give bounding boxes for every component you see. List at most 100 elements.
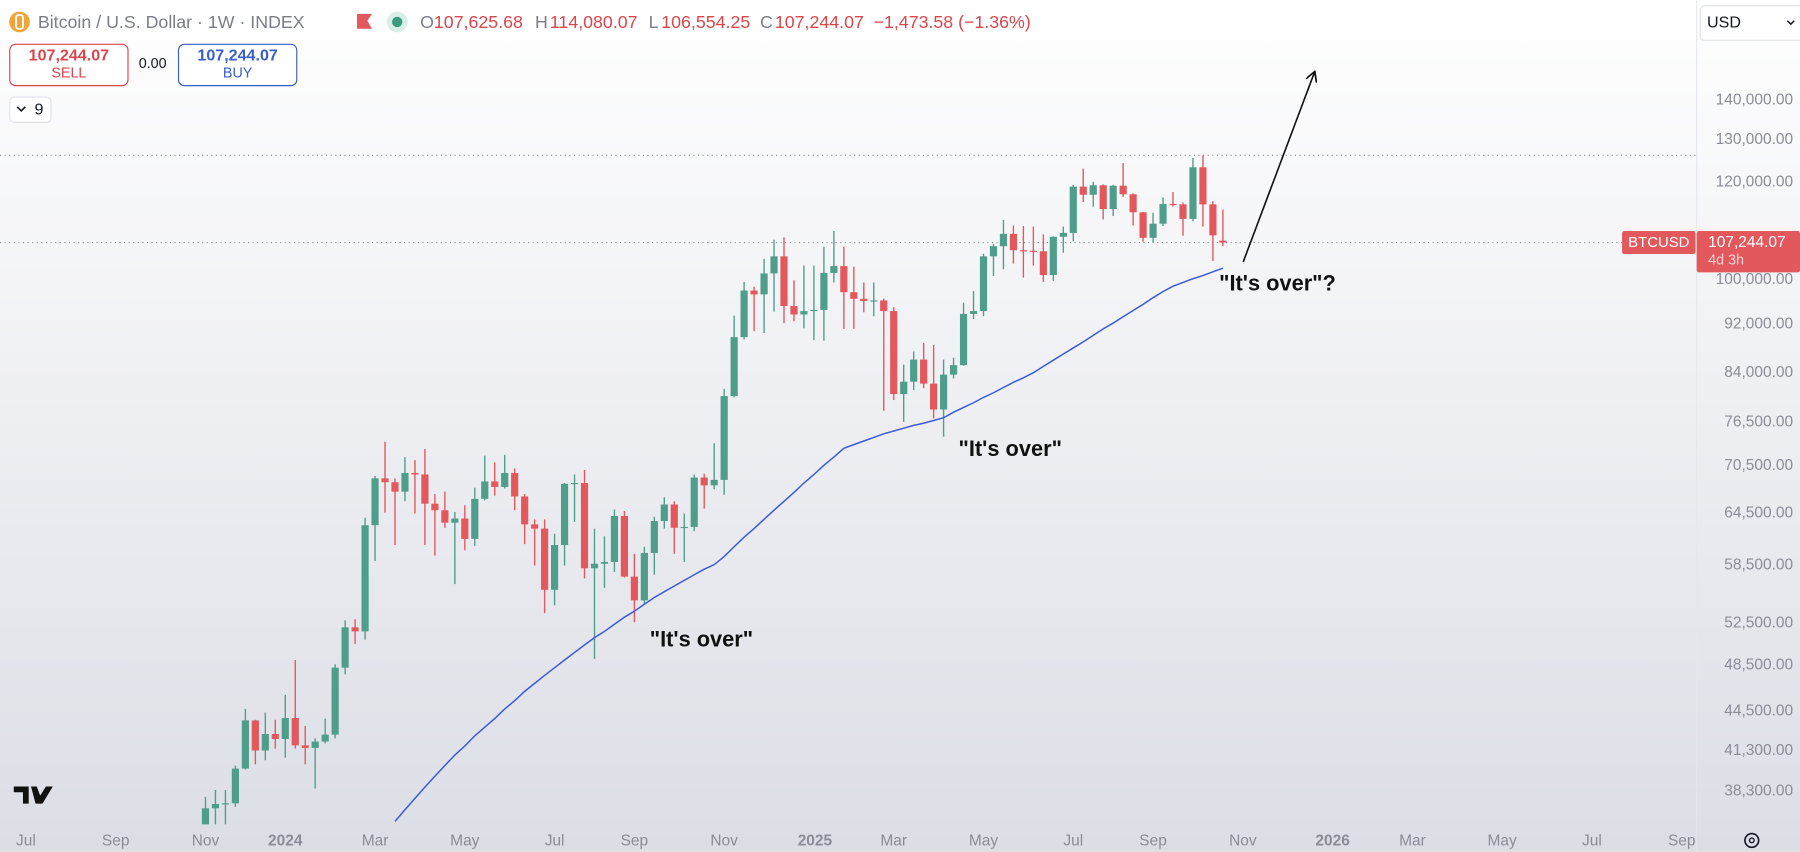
candle-body <box>291 717 299 746</box>
candle-body <box>231 768 239 804</box>
sell-button[interactable] <box>9 43 129 87</box>
y-tick-label: 48,500.00 <box>1724 657 1793 674</box>
toggle-chevron <box>16 106 26 113</box>
candle-body <box>650 521 658 553</box>
candle-body <box>501 472 509 487</box>
candle-body <box>451 518 459 523</box>
x-tick-label: Nov <box>710 833 738 850</box>
candle-body <box>760 273 768 295</box>
candle-body <box>830 266 838 273</box>
candle-body <box>241 720 249 769</box>
y-tick-label: 140,000.00 <box>1716 92 1794 109</box>
dropdown-chevron <box>1786 20 1795 26</box>
candle-body <box>1039 251 1047 276</box>
candle-body <box>1129 194 1137 213</box>
y-tick-label: 44,500.00 <box>1724 702 1793 719</box>
x-tick-label: Jul <box>1582 833 1602 850</box>
candle-body <box>411 472 419 475</box>
candle-body <box>710 479 718 486</box>
candle-body <box>1119 185 1127 195</box>
currency-dropdown[interactable] <box>1699 5 1800 41</box>
candle-body <box>880 300 888 312</box>
candle-body <box>730 337 738 397</box>
candle-body <box>1109 185 1117 210</box>
candle-body <box>790 306 798 315</box>
settings-icon[interactable] <box>1744 832 1760 849</box>
y-tick-label: 58,500.00 <box>1724 557 1793 574</box>
candle-body <box>620 516 629 577</box>
tradingview-logo[interactable] <box>13 786 53 804</box>
candle-body <box>481 481 489 499</box>
candle-body <box>521 496 529 525</box>
candle-body <box>341 627 349 668</box>
candle-body <box>1189 167 1197 219</box>
annotation: "It's over" <box>959 436 1062 461</box>
candle-body <box>940 374 948 410</box>
candle-body <box>531 524 539 529</box>
bitcoin-icon-glyph <box>15 14 24 30</box>
candle-body <box>1159 203 1167 224</box>
candle-body <box>870 300 878 302</box>
candle-body <box>391 482 399 492</box>
candle-body <box>860 298 868 301</box>
sell-label: SELL <box>51 65 86 81</box>
candle-body <box>690 477 698 527</box>
settings-icon-center <box>1748 837 1755 844</box>
indicators-toggle[interactable] <box>9 96 52 123</box>
sell-price: 107,244.07 <box>29 47 109 65</box>
x-tick-label: Mar <box>880 833 907 850</box>
y-tick-label: 41,300.00 <box>1724 742 1793 759</box>
candle-body <box>1139 212 1147 238</box>
y-tick-label: 130,000.00 <box>1716 131 1794 148</box>
symbol-tag-label: BTCUSD <box>1628 234 1690 251</box>
candle-body <box>630 576 638 601</box>
candle-body <box>610 516 619 562</box>
candle-body <box>491 481 499 487</box>
candle-body <box>331 667 339 735</box>
ohlc-key: L <box>649 12 659 32</box>
candle-body <box>431 503 439 511</box>
candle-body <box>1029 250 1037 252</box>
drawn-arrow <box>1242 72 1314 263</box>
candle-body <box>1219 240 1227 243</box>
candle-body <box>910 359 918 382</box>
y-tick-label: 84,000.00 <box>1724 364 1793 381</box>
ohlc-value: 114,080.07 <box>550 12 638 32</box>
buy-button[interactable] <box>177 43 298 87</box>
candle-body <box>1089 185 1097 195</box>
ohlc-value: 107,244.07 <box>775 12 864 32</box>
candle-body <box>780 256 788 307</box>
flag-icon[interactable] <box>357 13 372 29</box>
candle-body <box>979 256 988 312</box>
candle-body <box>560 483 569 546</box>
candle-body <box>720 396 728 480</box>
candle-body <box>441 510 449 523</box>
x-tick-label: Sep <box>1139 833 1167 850</box>
candle-body <box>1069 186 1077 233</box>
indicators-count: 9 <box>34 101 43 119</box>
ohlc-key: C <box>760 12 773 32</box>
candle-body <box>660 504 668 522</box>
candle-body <box>541 528 549 590</box>
ohlc-key: H <box>535 12 548 32</box>
x-tick-label: May <box>1488 833 1518 850</box>
y-tick-label: 120,000.00 <box>1716 174 1794 191</box>
candle-body <box>770 256 778 274</box>
candle-body <box>600 561 609 564</box>
bitcoin-icon <box>9 11 30 33</box>
candle-body <box>1179 204 1187 219</box>
candle-body <box>1079 186 1087 195</box>
x-tick-label: Jul <box>1063 833 1083 850</box>
x-tick-label: Sep <box>102 833 130 850</box>
x-tick-label: 2025 <box>798 833 833 850</box>
candle-body <box>590 563 599 569</box>
y-tick-label: 92,000.00 <box>1724 315 1793 332</box>
annotation: "It's over" <box>650 626 753 651</box>
candle-body <box>1059 232 1067 237</box>
x-tick-label: Jul <box>545 833 565 850</box>
candle-body <box>311 741 319 748</box>
candle-body <box>381 478 389 483</box>
moving-average-line <box>394 267 1224 822</box>
buy-price: 107,244.07 <box>197 47 277 65</box>
